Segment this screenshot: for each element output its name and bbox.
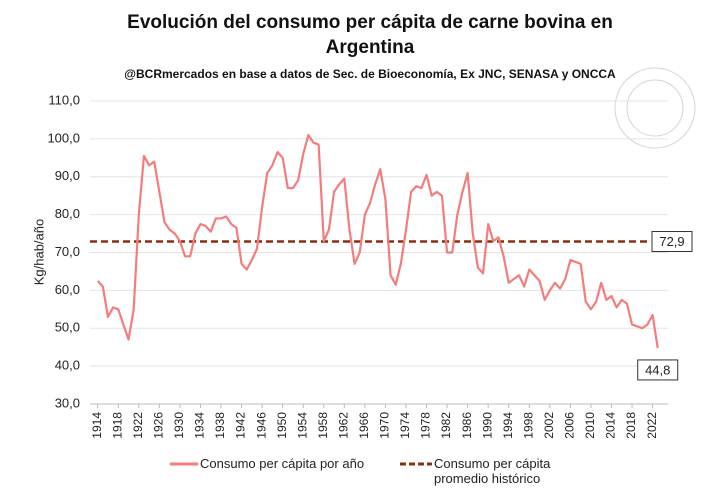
x-tick-label: 1990 (480, 412, 494, 439)
legend-swatch (170, 462, 198, 466)
y-tick-label: 70,0 (55, 244, 80, 259)
x-tick-label: 1978 (419, 412, 433, 439)
legend-label: Consumo per cápita por año (200, 456, 365, 471)
seal-inner (626, 79, 684, 137)
chart-subtitle: @BCRmercados en base a datos de Sec. de … (124, 67, 616, 81)
data-line (96, 133, 659, 349)
x-tick-label: 1918 (110, 412, 124, 439)
x-tick-label: 1946 (254, 412, 268, 439)
x-tick-label: 2006 (563, 412, 577, 439)
x-tick-label: 1962 (336, 412, 350, 439)
reference-label: 72,9 (659, 234, 684, 249)
annotation-label: 44,8 (645, 362, 670, 377)
legend-item: Consumo per cápita por año (170, 456, 364, 472)
x-tick-label: 2010 (583, 412, 597, 439)
y-tick-label: 40,0 (55, 358, 80, 373)
y-tick-label: 60,0 (55, 282, 80, 297)
y-tick-label: 80,0 (55, 206, 80, 221)
x-tick-label: 1926 (152, 412, 166, 439)
x-tick-label: 2014 (604, 412, 618, 439)
x-tick-label: 1958 (316, 412, 330, 439)
legend-label: Consumo per cápita promedio histórico (434, 456, 551, 486)
x-tick-label: 1938 (213, 412, 227, 439)
x-tick-label: 2022 (645, 412, 659, 439)
x-tick-label: 1934 (193, 412, 207, 439)
x-tick-label: 1930 (172, 412, 186, 439)
x-tick-label: 1982 (439, 412, 453, 439)
x-tick-label: 1998 (521, 412, 535, 439)
x-tick-label: 1974 (398, 412, 412, 439)
reference-label-box (651, 231, 693, 253)
x-tick-label: 1994 (501, 412, 515, 439)
y-tick-label: 110,0 (48, 92, 80, 107)
x-tick-label: 1966 (357, 412, 371, 439)
legend-swatch (400, 462, 432, 466)
watermark-seal (614, 67, 696, 149)
x-tick-label: 1970 (378, 412, 392, 439)
x-tick-label: 1922 (131, 412, 145, 439)
x-tick-label: 1914 (90, 412, 104, 439)
chart-title: Evolución del consumo per cápita de carn… (127, 12, 613, 58)
annotation-box (637, 359, 679, 381)
y-axis-label: Kg/hab/año (31, 219, 46, 286)
x-tick-label: 1950 (275, 412, 289, 439)
y-tick-label: 50,0 (55, 320, 80, 335)
y-tick-label: 100,0 (47, 130, 80, 145)
seal-ring (614, 67, 696, 149)
x-tick-label: 1986 (460, 412, 474, 439)
x-tick-label: 2018 (624, 412, 638, 439)
x-tick-label: 2002 (542, 412, 556, 439)
y-tick-label: 30,0 (55, 395, 80, 410)
x-tick-label: 1942 (234, 412, 248, 439)
x-tick-label: 1954 (295, 412, 309, 439)
y-tick-label: 90,0 (55, 168, 80, 183)
legend-item: Consumo per cápita promedio histórico (400, 456, 584, 486)
